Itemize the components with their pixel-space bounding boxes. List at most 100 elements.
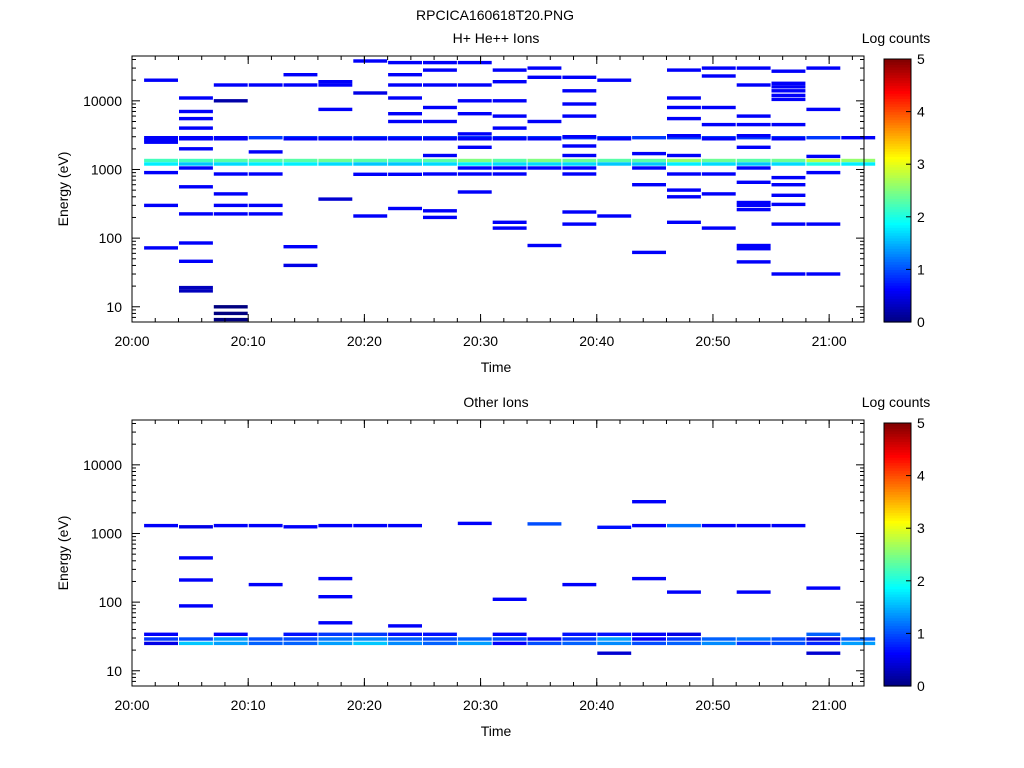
heatmap-cell	[562, 166, 597, 170]
heatmap-cell	[283, 637, 318, 641]
colorbar-segment	[884, 203, 911, 207]
colorbar-segment	[884, 108, 911, 113]
heatmap-cell	[771, 193, 806, 197]
heatmap-cell	[527, 166, 562, 170]
colorbar-segment	[884, 486, 911, 490]
heatmap-cell	[318, 137, 353, 141]
heatmap-cell	[179, 109, 213, 114]
heatmap-cell	[283, 632, 318, 636]
colorbar-segment	[884, 591, 911, 595]
colorbar-segment	[884, 543, 911, 548]
colorbar-segment	[884, 670, 911, 674]
y-axis-label: Energy (eV)	[55, 516, 71, 591]
heatmap-cell	[701, 158, 736, 163]
heatmap-cell	[457, 99, 492, 103]
heatmap-cell	[597, 137, 632, 141]
y-tick-label: 1000	[91, 525, 122, 541]
heatmap-cell	[597, 158, 632, 163]
colorbar-tick-label: 3	[917, 156, 925, 172]
colorbar-segment	[884, 533, 911, 537]
x-tick-label: 20:40	[579, 333, 614, 349]
heatmap-cell	[353, 137, 388, 141]
x-tick-label: 20:20	[347, 697, 382, 713]
colorbar-segment	[884, 272, 911, 276]
colorbar-segment	[884, 580, 911, 585]
heatmap-cell	[144, 632, 178, 636]
heatmap-cell	[388, 523, 422, 528]
colorbar-segment	[884, 641, 911, 645]
colorbar-segment	[884, 559, 911, 563]
heatmap-cell	[423, 209, 457, 213]
heatmap-cell	[457, 158, 492, 163]
heatmap-cell	[806, 154, 841, 159]
heatmap-cell	[806, 170, 841, 175]
heatmap-cell	[701, 641, 736, 646]
heatmap-cell	[144, 78, 178, 82]
colorbar: 0 1 2 3 4 5	[883, 51, 925, 330]
heatmap-cell	[457, 112, 492, 116]
colorbar-segment	[884, 659, 911, 663]
heatmap-cell	[388, 60, 422, 65]
heatmap-cell	[492, 68, 527, 72]
heatmap-cell	[248, 150, 283, 154]
heatmap-cell	[492, 114, 527, 118]
colorbar-segment	[884, 111, 911, 115]
heatmap-cell	[353, 59, 388, 63]
heatmap-cell	[736, 66, 771, 70]
colorbar-segment	[884, 95, 911, 100]
heatmap-cell	[562, 158, 597, 163]
colorbar-segment	[884, 248, 911, 252]
heatmap-cell	[736, 83, 771, 87]
heatmap-cell	[318, 641, 353, 646]
colorbar-segment	[884, 308, 911, 313]
colorbar-segment	[884, 578, 911, 582]
heatmap-cell	[771, 81, 806, 85]
colorbar-segment	[884, 80, 911, 84]
colorbar-segment	[884, 541, 911, 545]
colorbar-segment	[884, 87, 911, 92]
heatmap-cell	[771, 162, 806, 166]
colorbar-segment	[884, 282, 911, 286]
heatmap-cell	[736, 637, 771, 641]
heatmap-cell	[701, 66, 736, 70]
heatmap-cell	[806, 222, 841, 226]
heatmap-cell	[353, 158, 388, 163]
colorbar-segment	[884, 82, 911, 86]
heatmap-cell	[562, 75, 597, 79]
colorbar-tick-label: 0	[917, 678, 925, 694]
colorbar-segment	[884, 683, 911, 687]
heatmap-cell	[736, 260, 771, 264]
colorbar-segment	[884, 483, 911, 487]
heatmap-cell	[144, 170, 178, 175]
colorbar-segment	[884, 61, 911, 65]
colorbar-segment	[884, 636, 911, 640]
x-tick-label: 20:10	[231, 697, 266, 713]
colorbar-segment	[884, 501, 911, 506]
colorbar-segment	[884, 643, 911, 648]
colorbar-segment	[884, 638, 911, 642]
heatmap-cell	[388, 641, 422, 646]
y-tick-label: 10	[106, 663, 122, 679]
heatmap-cell	[562, 641, 597, 646]
heatmap-cell	[318, 107, 353, 112]
y-axis-label: Energy (eV)	[55, 152, 71, 227]
colorbar-segment	[884, 182, 911, 186]
panel-title: Other Ions	[463, 394, 528, 410]
colorbar-segment	[884, 132, 911, 136]
colorbar-segment	[884, 475, 911, 479]
heatmap-cell	[701, 192, 736, 196]
colorbar-segment	[884, 430, 911, 435]
heatmap-cell	[423, 215, 457, 220]
colorbar-segment	[884, 174, 911, 178]
heatmap-cell	[667, 590, 701, 594]
colorbar-segment	[884, 593, 911, 598]
heatmap-cell	[597, 78, 632, 82]
heatmap-cell	[632, 641, 666, 646]
heatmap-cell	[736, 158, 771, 163]
heatmap-cell	[318, 621, 353, 625]
heatmap-cell	[353, 641, 388, 646]
colorbar-segment	[884, 245, 911, 249]
heatmap-cell	[318, 158, 353, 163]
heatmap-cell	[527, 162, 562, 166]
